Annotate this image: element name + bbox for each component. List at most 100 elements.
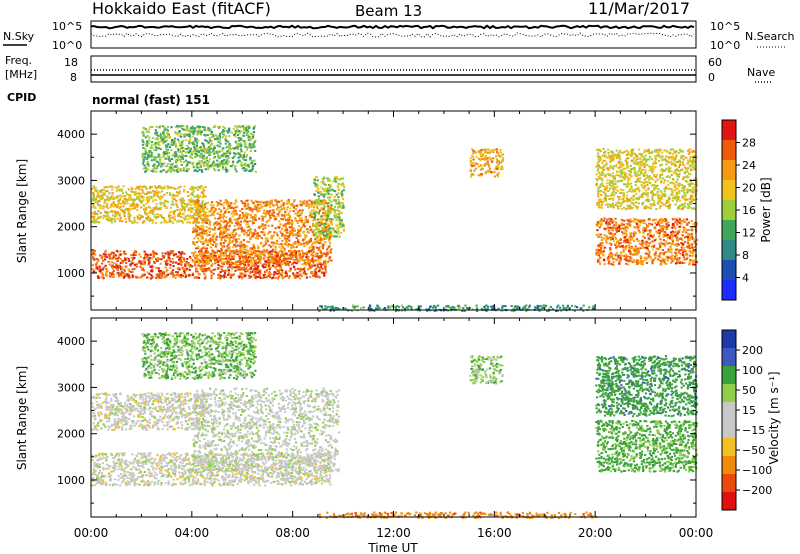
echo-pixel (95, 218, 98, 221)
echo-pixel (318, 270, 321, 273)
echo-pixel (183, 271, 186, 274)
echo-pixel (324, 255, 327, 258)
echo-pixel (220, 239, 223, 241)
echo-pixel (183, 260, 186, 262)
echo-pixel (305, 273, 308, 276)
echo-pixel (283, 247, 286, 250)
echo-pixel (312, 241, 315, 244)
echo-pixel (173, 165, 177, 168)
echo-pixel (262, 249, 266, 251)
echo-pixel (483, 149, 486, 152)
echo-pixel (221, 231, 224, 234)
echo-pixel (665, 255, 668, 258)
echo-pixel (284, 225, 287, 228)
echo-pixel (598, 233, 601, 236)
echo-pixel (146, 218, 149, 221)
echo-pixel (205, 219, 208, 222)
echo-pixel (202, 163, 205, 165)
echo-pixel (175, 161, 178, 164)
echo-pixel (206, 134, 209, 136)
echo-pixel (139, 216, 143, 219)
echo-pixel (294, 219, 297, 222)
echo-pixel (272, 241, 275, 244)
echo-pixel (159, 161, 162, 164)
echo-pixel (283, 229, 286, 232)
echo-pixel (183, 185, 186, 188)
echo-pixel (284, 213, 287, 216)
echo-pixel (658, 231, 661, 234)
echo-pixel (236, 129, 239, 132)
echo-pixel (328, 259, 331, 262)
echo-pixel (180, 168, 183, 171)
echo-pixel (264, 238, 267, 241)
echo-pixel (229, 232, 232, 235)
echo-pixel (155, 258, 158, 260)
echo-pixel (264, 266, 267, 268)
echo-pixel (311, 259, 314, 262)
echo-pixel (178, 258, 181, 261)
echo-pixel (216, 257, 219, 260)
echo-pixel (651, 240, 654, 243)
echo-pixel (191, 274, 194, 277)
echo-pixel (254, 214, 258, 217)
echo-pixel (267, 253, 270, 256)
echo-pixel (240, 226, 243, 229)
echo-pixel (180, 274, 183, 276)
echo-pixel (321, 245, 325, 248)
echo-pixel (227, 157, 230, 159)
echo-pixel (486, 171, 489, 174)
echo-pixel (310, 228, 313, 231)
echo-pixel (308, 214, 311, 217)
echo-pixel (164, 136, 167, 139)
echo-pixel (208, 164, 211, 167)
echo-pixel (275, 203, 278, 206)
echo-pixel (469, 168, 472, 171)
echo-pixel (602, 237, 605, 240)
echo-pixel (228, 234, 231, 237)
echo-pixel (196, 210, 200, 213)
echo-pixel (335, 202, 338, 205)
echo-pixel (133, 257, 136, 259)
echo-pixel (184, 147, 187, 150)
echo-pixel (479, 164, 482, 167)
echo-pixel (130, 271, 133, 274)
echo-pixel (109, 275, 112, 278)
echo-pixel (211, 136, 214, 139)
echo-pixel (330, 219, 333, 222)
echo-pixel (182, 167, 185, 170)
echo-pixel (672, 231, 675, 234)
echo-pixel (225, 216, 228, 219)
echo-pixel (119, 262, 122, 264)
echo-pixel (172, 257, 175, 260)
echo-pixel (105, 211, 108, 213)
echo-pixel (484, 155, 488, 157)
echo-pixel (234, 262, 237, 265)
echo-pixel (136, 221, 139, 224)
echo-pixel (685, 235, 688, 238)
echo-pixel (217, 259, 220, 262)
echo-pixel (627, 219, 630, 222)
echo-pixel (210, 271, 213, 274)
echo-pixel (293, 227, 296, 230)
echo-pixel (142, 134, 145, 137)
echo-pixel (115, 249, 118, 252)
echo-pixel (148, 187, 152, 190)
echo-pixel (335, 235, 338, 238)
echo-pixel (214, 257, 217, 259)
echo-pixel (322, 238, 325, 240)
echo-pixel (241, 125, 244, 128)
echo-pixel (187, 262, 190, 264)
echo-pixel (139, 266, 142, 269)
echo-pixel (287, 213, 290, 216)
echo-pixel (226, 259, 229, 262)
echo-pixel (170, 143, 173, 146)
echo-pixel (302, 238, 305, 241)
echo-pixel (327, 251, 330, 254)
echo-pixel (297, 235, 300, 237)
echo-pixel (659, 252, 662, 255)
echo-pixel (644, 246, 647, 249)
echo-pixel (191, 191, 194, 194)
echo-pixel (202, 190, 205, 193)
echo-pixel (92, 192, 95, 195)
echo-pixel (258, 207, 261, 210)
